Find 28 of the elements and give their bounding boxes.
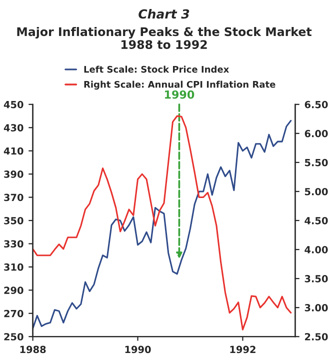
annotation: 1990	[165, 90, 194, 99]
y-tick-label: 350	[4, 216, 24, 224]
y2-tick-label: 2.50	[304, 333, 328, 340]
legend-label: Left Scale: Stock Price Index	[84, 66, 230, 73]
y-tick-label: 370	[4, 194, 24, 202]
y-tick-label: 290	[4, 286, 24, 294]
y2-tick-label: 5.50	[304, 158, 328, 166]
y2-tick-label: 3.50	[304, 275, 328, 282]
y2-tick-label: 4.50	[304, 216, 328, 224]
y-tick-label: 270	[4, 310, 24, 318]
y-tick-label: 390	[4, 170, 24, 178]
chart-title: Chart 3	[138, 9, 190, 19]
x-tick-label: 1992	[230, 346, 256, 354]
chart-subtitle: Major Inflationary Peaks & the Stock Market 1988 to 1992	[17, 27, 312, 49]
y2-tick-label: 3.00	[304, 304, 328, 312]
legend-label: Right Scale: Annual CPI Inflation Rate	[84, 80, 276, 90]
x-tick-label: 1988	[20, 346, 46, 354]
y-tick-label: 330	[4, 240, 24, 248]
y2-tick-label: 6.00	[304, 130, 328, 138]
y-tick-label: 450	[4, 100, 24, 108]
y-tick-label: 310	[4, 263, 24, 271]
y-tick-label: 410	[4, 147, 24, 155]
x-tick-label: 1990	[125, 346, 151, 354]
y2-tick-label: 5.00	[304, 188, 328, 196]
y2-tick-label: 6.50	[304, 100, 328, 108]
y2-tick-label: 4.00	[304, 246, 328, 254]
y-tick-label: 250	[4, 333, 24, 340]
y-tick-label: 430	[4, 124, 24, 132]
